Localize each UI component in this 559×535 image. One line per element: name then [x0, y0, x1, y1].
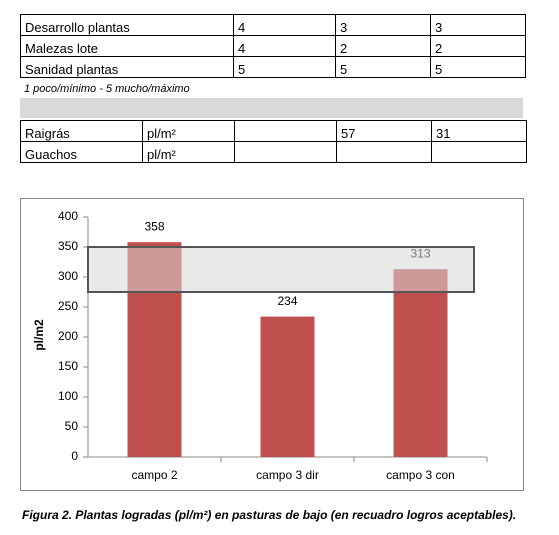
y-tick-label: 200 — [58, 329, 78, 343]
y-tick-label: 350 — [58, 239, 78, 253]
cell: 5 — [335, 56, 431, 78]
y-axis-title: pl/m2 — [32, 319, 46, 351]
row: Malezas lote 4 2 2 — [20, 35, 526, 57]
cell — [431, 141, 527, 163]
cell: 57 — [336, 120, 432, 142]
x-tick-label: campo 2 — [131, 468, 177, 482]
cell: 2 — [430, 35, 526, 57]
cell: Sanidad plantas — [20, 56, 234, 78]
y-tick-label: 150 — [58, 359, 78, 373]
cell: 3 — [335, 14, 431, 36]
x-tick-label: campo 3 dir — [256, 468, 319, 482]
y-tick-label: 0 — [71, 449, 78, 463]
cell — [234, 120, 337, 142]
bar — [260, 316, 315, 457]
plant-table: Raigrás pl/m² 57 31 Guachos pl/m² — [20, 120, 527, 163]
cell: Desarrollo plantas — [20, 14, 234, 36]
row: Desarrollo plantas 4 3 3 — [20, 14, 526, 36]
value-label: 358 — [144, 219, 164, 233]
highlight-band — [87, 246, 475, 293]
cell: 3 — [430, 14, 526, 36]
chart: pl/m2 0 50 100 150 200 250 300 350 400 campo 2 358… — [20, 198, 524, 491]
cell: pl/m² — [142, 141, 235, 163]
cell: 5 — [233, 56, 336, 78]
y-tick-label: 50 — [65, 419, 79, 433]
rating-table: Desarrollo plantas 4 3 3 Malezas lote 4 2 2 Sa… — [20, 14, 526, 78]
separator-band — [20, 98, 523, 118]
cell: 4 — [233, 14, 336, 36]
cell: Guachos — [20, 141, 143, 163]
x-tick-label: campo 3 con — [386, 468, 455, 482]
note: 1 poco/mínimo - 5 mucho/máximo — [24, 83, 190, 95]
cell — [234, 141, 337, 163]
cell: pl/m² — [142, 120, 235, 142]
caption: Figura 2. Plantas logradas (pl/m²) en pa… — [22, 508, 517, 522]
cell: 4 — [233, 35, 336, 57]
row: Raigrás pl/m² 57 31 — [20, 120, 527, 142]
y-tick-label: 250 — [58, 299, 78, 313]
row: Guachos pl/m² — [20, 141, 527, 163]
y-tick-label: 400 — [58, 209, 78, 223]
cell — [336, 141, 432, 163]
y-tick-label: 300 — [58, 269, 78, 283]
bar — [393, 269, 448, 457]
cell: Raigrás — [20, 120, 143, 142]
row: Sanidad plantas 5 5 5 — [20, 56, 526, 78]
value-label: 234 — [277, 294, 297, 308]
cell: 31 — [431, 120, 527, 142]
cell: 5 — [430, 56, 526, 78]
y-tick-label: 100 — [58, 389, 78, 403]
cell: Malezas lote — [20, 35, 234, 57]
cell: 2 — [335, 35, 431, 57]
